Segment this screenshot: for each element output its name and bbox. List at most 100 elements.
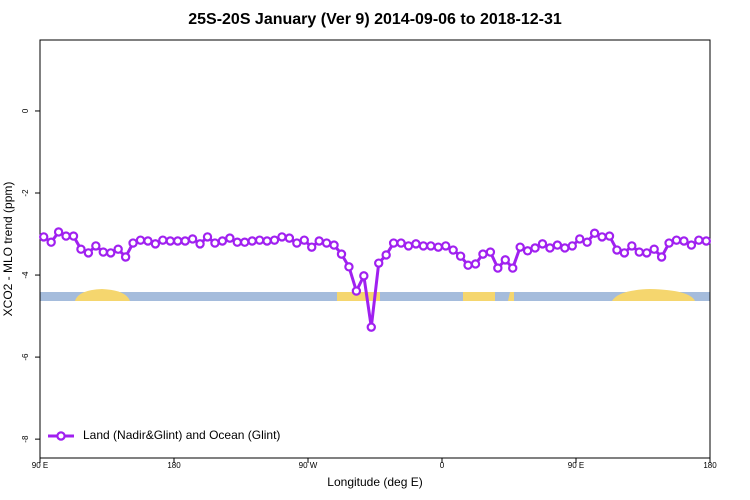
data-point — [597, 232, 607, 242]
data-point — [68, 231, 79, 241]
data-point — [321, 238, 332, 248]
data-point — [53, 227, 64, 237]
data-point — [247, 236, 257, 246]
data-point — [612, 245, 622, 255]
data-point — [664, 238, 674, 248]
data-point — [120, 252, 131, 262]
x-tick-label: 180 — [703, 461, 717, 470]
data-point — [642, 248, 652, 258]
land-band — [75, 289, 130, 301]
data-point — [158, 235, 168, 245]
data-point — [240, 237, 250, 247]
data-point — [552, 240, 563, 250]
data-point — [217, 236, 228, 246]
data-point — [299, 235, 309, 245]
data-point — [195, 239, 205, 249]
y-tick-label: -4 — [21, 271, 30, 279]
data-point — [39, 232, 49, 242]
data-point — [418, 241, 429, 251]
data-point — [336, 249, 347, 259]
data-point — [113, 244, 123, 254]
data-point — [433, 242, 443, 252]
data-point — [76, 244, 86, 254]
land-band — [508, 292, 514, 301]
data-point — [485, 247, 496, 257]
data-point — [344, 262, 354, 272]
data-point — [135, 235, 146, 245]
data-point — [649, 244, 659, 254]
data-point — [254, 235, 265, 245]
data-point — [619, 248, 630, 258]
data-point — [388, 238, 399, 248]
data-point — [106, 248, 116, 258]
data-point — [508, 263, 518, 273]
data-point — [537, 239, 548, 249]
data-point — [128, 238, 138, 248]
y-tick-label: -6 — [21, 353, 30, 361]
data-point — [180, 236, 190, 246]
data-point — [359, 271, 369, 281]
data-point — [269, 235, 280, 245]
data-point — [314, 236, 324, 246]
data-point — [143, 236, 153, 246]
data-point — [567, 241, 577, 251]
data-point — [701, 236, 711, 246]
data-point — [463, 260, 473, 270]
x-tick-label: 90 E — [32, 461, 48, 470]
data-point — [575, 234, 585, 244]
land-band — [463, 292, 495, 301]
data-point — [277, 232, 287, 242]
data-point — [627, 241, 637, 251]
data-point — [694, 235, 704, 245]
data-point — [381, 250, 391, 260]
data-point — [589, 228, 600, 238]
data-point — [671, 235, 682, 245]
data-point — [560, 243, 570, 253]
data-point — [411, 239, 421, 249]
data-point — [478, 249, 488, 259]
data-point — [173, 236, 183, 246]
data-point — [686, 240, 697, 250]
x-tick-label: 90 E — [568, 461, 584, 470]
data-point — [396, 238, 406, 248]
y-tick-label: -2 — [21, 189, 30, 197]
data-point — [225, 233, 235, 243]
data-point — [202, 232, 213, 242]
y-tick-label: 0 — [21, 108, 30, 113]
data-point — [426, 241, 436, 251]
data-point — [165, 236, 175, 246]
data-point — [46, 237, 56, 247]
x-tick-label: 90 W — [299, 461, 318, 470]
data-point — [98, 247, 108, 257]
land-band — [612, 289, 695, 301]
data-point — [470, 259, 481, 269]
data-point — [292, 238, 302, 248]
land-band — [337, 292, 380, 301]
data-point — [210, 238, 220, 248]
data-point — [187, 234, 198, 244]
data-point — [262, 236, 272, 246]
data-point — [284, 233, 295, 243]
data-point — [530, 243, 540, 253]
data-point — [329, 240, 339, 250]
data-point — [515, 242, 525, 252]
legend-label: Land (Nadir&Glint) and Ocean (Glint) — [83, 428, 280, 442]
x-tick-label: 180 — [167, 461, 181, 470]
data-point — [232, 237, 242, 247]
data-point — [656, 252, 667, 262]
data-point — [366, 322, 376, 332]
series-line — [42, 230, 707, 329]
y-axis-label: XCO2 - MLO trend (ppm) — [1, 182, 15, 317]
chart-title: 25S-20S January (Ver 9) 2014-09-06 to 20… — [188, 11, 562, 28]
data-point — [604, 231, 615, 241]
data-point — [448, 245, 458, 255]
data-point — [679, 236, 689, 246]
data-point — [61, 231, 71, 241]
x-tick-label: 0 — [440, 461, 445, 470]
data-point — [634, 247, 644, 257]
y-tick-label: -8 — [21, 435, 30, 443]
data-point — [455, 251, 466, 261]
data-point — [441, 241, 451, 251]
data-point — [582, 237, 592, 247]
